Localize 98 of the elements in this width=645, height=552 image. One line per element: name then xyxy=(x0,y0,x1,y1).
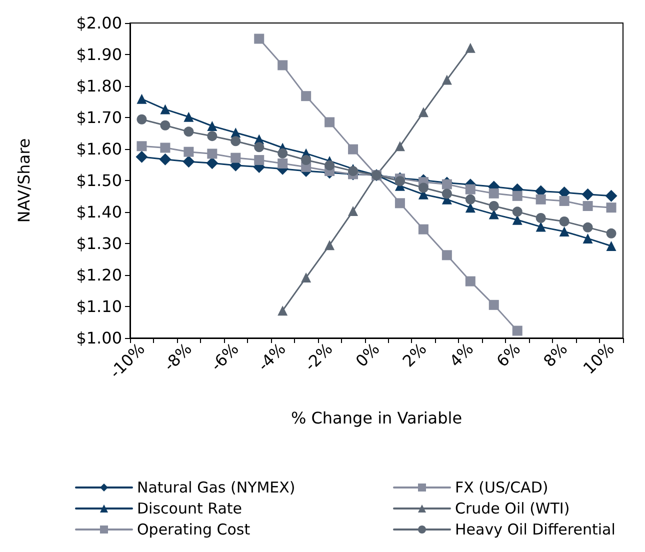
y-tick-label: $1.50 xyxy=(76,171,122,190)
legend-label: Natural Gas (NYMEX) xyxy=(137,478,296,496)
y-tick-label: $1.20 xyxy=(76,266,122,284)
point xyxy=(465,42,476,53)
x-axis-title: % Change in Variable xyxy=(290,408,462,428)
point xyxy=(488,188,499,198)
point xyxy=(230,152,241,163)
point xyxy=(184,126,194,137)
point xyxy=(465,276,476,286)
point xyxy=(301,155,312,166)
point xyxy=(160,120,170,130)
point xyxy=(605,190,618,202)
x-tick-label: -2% xyxy=(300,339,336,375)
point xyxy=(348,166,358,176)
point xyxy=(488,209,499,220)
point xyxy=(160,142,170,153)
point xyxy=(536,194,546,204)
point xyxy=(184,112,194,122)
point xyxy=(160,104,170,114)
point xyxy=(512,206,522,217)
point xyxy=(488,201,499,212)
point xyxy=(442,250,452,260)
point xyxy=(230,136,241,146)
point xyxy=(206,157,218,170)
legend-label: Crude Oil (WTI) xyxy=(455,500,570,518)
point xyxy=(418,224,428,234)
y-tick-label: $2.00 xyxy=(76,14,122,32)
point xyxy=(278,158,288,168)
x-tick-label: -6% xyxy=(206,339,242,375)
point xyxy=(136,141,147,152)
point xyxy=(394,176,405,186)
y-axis-title: NAV/Share xyxy=(14,138,34,223)
point xyxy=(136,114,147,124)
legend-label: FX (US/CAD) xyxy=(455,478,548,496)
legend-label: Operating Cost xyxy=(137,520,250,538)
x-tick-label: -8% xyxy=(160,339,196,375)
y-tick-label: $1.30 xyxy=(76,234,122,253)
point xyxy=(394,141,405,152)
point xyxy=(207,131,218,142)
point xyxy=(324,160,335,170)
point xyxy=(582,201,593,212)
point xyxy=(278,60,288,70)
y-tick-label: $1.60 xyxy=(76,140,122,158)
point xyxy=(394,198,405,208)
point xyxy=(465,194,476,204)
point xyxy=(582,222,593,232)
point xyxy=(324,240,335,250)
point xyxy=(465,184,476,194)
x-tick-label: 8% xyxy=(540,339,572,371)
x-tick-label: 0% xyxy=(352,339,384,371)
point xyxy=(184,146,194,157)
point xyxy=(254,142,264,152)
point xyxy=(512,190,522,201)
point xyxy=(136,94,147,104)
x-tick-label: -4% xyxy=(254,339,290,375)
point xyxy=(606,228,616,238)
point xyxy=(606,241,616,252)
point xyxy=(559,226,570,237)
point xyxy=(182,156,195,168)
point xyxy=(418,182,428,193)
point xyxy=(278,148,288,158)
point xyxy=(442,188,452,199)
point xyxy=(559,196,570,206)
point xyxy=(324,117,335,128)
point xyxy=(418,107,428,118)
point xyxy=(301,91,312,102)
point xyxy=(136,150,148,163)
point xyxy=(582,188,594,200)
point xyxy=(559,216,570,226)
y-tick-label: $1.10 xyxy=(76,297,122,316)
point xyxy=(536,222,546,232)
point xyxy=(465,202,476,213)
point xyxy=(536,212,546,223)
point xyxy=(254,34,264,44)
y-tick-label: $1.90 xyxy=(76,45,122,64)
x-tick-label: 2% xyxy=(398,339,430,371)
y-tick-label: $1.80 xyxy=(76,76,122,96)
legend-label: Heavy Oil Differential xyxy=(455,520,616,538)
y-tick-label: $1.70 xyxy=(76,108,122,127)
y-tick-label: $1.40 xyxy=(76,202,122,222)
point xyxy=(442,74,452,85)
point xyxy=(512,326,522,336)
point xyxy=(207,148,218,159)
point xyxy=(278,306,288,316)
point xyxy=(488,300,499,310)
x-tick-label: 4% xyxy=(446,339,478,371)
point xyxy=(582,233,593,244)
point xyxy=(301,272,312,283)
point xyxy=(348,206,358,216)
point xyxy=(254,155,264,166)
point xyxy=(348,144,358,154)
point xyxy=(159,153,172,166)
x-tick-label: 6% xyxy=(492,339,524,371)
point xyxy=(606,202,616,213)
y-tick-label: $1.00 xyxy=(76,328,122,348)
point xyxy=(207,121,218,132)
point xyxy=(442,179,452,190)
legend-label: Discount Rate xyxy=(137,500,242,518)
